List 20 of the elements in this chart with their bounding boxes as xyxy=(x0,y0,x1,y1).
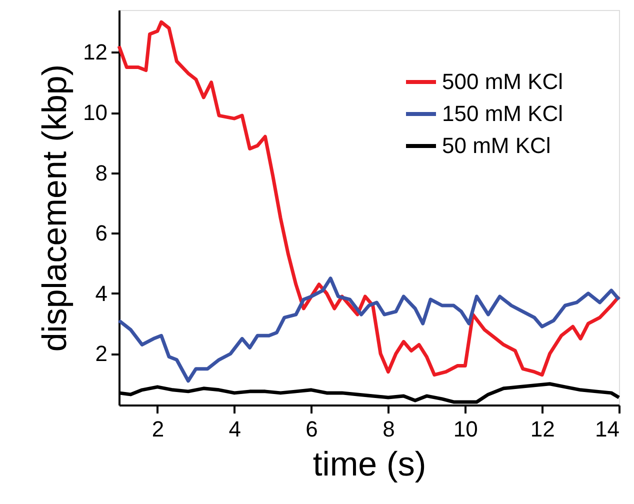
y-tick-label: 8 xyxy=(95,160,108,186)
y-tick-label: 12 xyxy=(83,40,108,65)
x-tick-label: 4 xyxy=(228,416,242,442)
y-tick-label: 6 xyxy=(95,220,108,246)
y-tick-label: 4 xyxy=(95,280,108,306)
x-tick-label: 12 xyxy=(530,416,555,442)
x-tick-label: 8 xyxy=(382,416,395,442)
y-tick-label: 10 xyxy=(83,100,108,126)
line-series xyxy=(117,276,621,383)
x-axis-title: time (s) xyxy=(312,446,426,484)
legend-label: 50 mM KCl xyxy=(442,133,551,158)
line-series xyxy=(117,20,621,377)
legend-label: 150 mM KCl xyxy=(442,101,564,126)
y-axis-title: displacement (kbp) xyxy=(36,64,74,352)
x-tick-label: 14 xyxy=(595,416,620,442)
legend-label: 500 mM KCl xyxy=(442,69,564,94)
x-tick-label: 2 xyxy=(152,416,164,442)
y-tick-label: 2 xyxy=(95,341,108,366)
x-tick-label: 6 xyxy=(306,416,318,442)
x-tick-label: 10 xyxy=(453,416,478,442)
